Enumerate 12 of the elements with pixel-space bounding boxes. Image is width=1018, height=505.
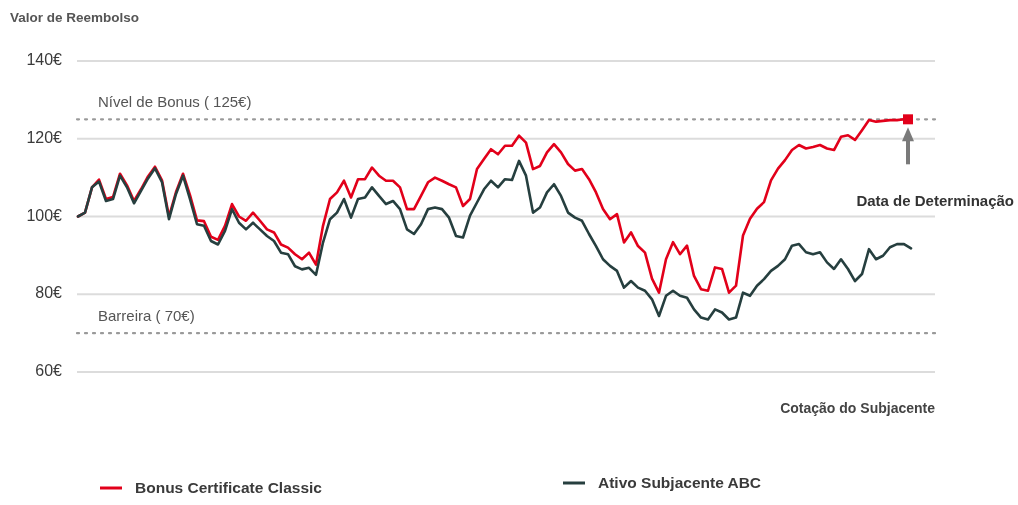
y-axis-title: Valor de Reembolso — [10, 10, 140, 25]
y-tick-label: 60€ — [35, 362, 63, 380]
legend-label: Ativo Subjacente ABC — [598, 474, 762, 491]
legend-label: Bonus Certificate Classic — [135, 479, 323, 496]
x-axis-title: Cotação do Subjacente — [780, 400, 936, 416]
y-tick-label: 100€ — [26, 206, 63, 224]
y-tick-label: 80€ — [35, 284, 63, 302]
ref-line-label: Nível de Bonus ( 125€) — [98, 93, 252, 111]
ref-line-label: Barreira ( 70€) — [98, 307, 195, 325]
y-tick-label: 120€ — [26, 128, 63, 146]
y-tick-label: 140€ — [26, 51, 63, 69]
annotation: Data de Determinação — [856, 192, 1014, 210]
